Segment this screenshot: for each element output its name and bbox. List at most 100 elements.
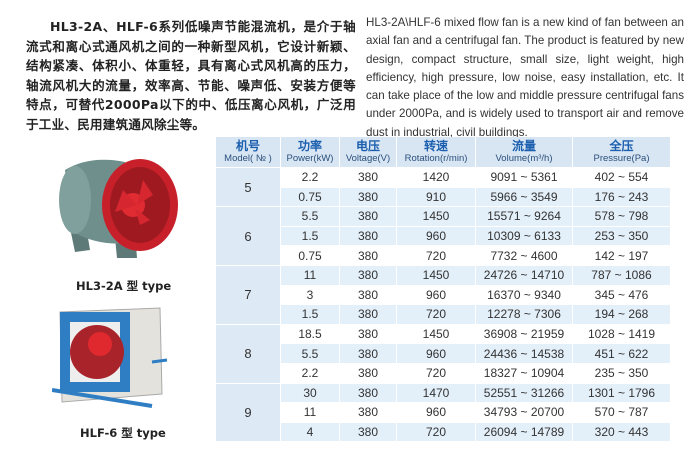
rotation-cell: 1450 bbox=[397, 265, 475, 285]
table-row: 11 380 960 34793 ~ 20700 570 ~ 787 bbox=[216, 403, 670, 422]
power-cell: 2.2 bbox=[281, 168, 339, 187]
header-cn: 全压 bbox=[609, 138, 634, 153]
rotation-cell: 1450 bbox=[397, 324, 475, 344]
pressure-cell: 345 ~ 476 bbox=[573, 285, 670, 305]
header-cn: 机号 bbox=[235, 138, 260, 153]
voltage-cell: 380 bbox=[340, 383, 396, 403]
hlf-6-caption: HLF-6 型 type bbox=[80, 426, 166, 440]
table-row: 4 380 720 26094 ~ 14789 320 ~ 443 bbox=[216, 422, 670, 442]
intro-chinese: HL3-2A、HLF-6系列低噪声节能混流机，是介于轴 流式和离心式通风机之间的… bbox=[26, 19, 356, 132]
voltage-cell: 380 bbox=[340, 363, 396, 383]
table-row: 8 18.5 380 1450 36908 ~ 21959 1028 ~ 1419 bbox=[216, 324, 670, 383]
power-cell: 5.5 bbox=[281, 207, 339, 226]
pressure-cell: 578 ~ 798 bbox=[573, 207, 670, 226]
rotation-cell: 1450 bbox=[397, 207, 475, 226]
volume-cell: 16370 ~ 9340 bbox=[476, 285, 572, 305]
volume-cell: 12278 ~ 7306 bbox=[476, 305, 572, 324]
model-cell: 9 bbox=[216, 383, 280, 442]
volume-cell: 7732 ~ 4600 bbox=[476, 246, 572, 265]
volume-cell: 52551 ~ 31266 bbox=[476, 383, 572, 403]
pressure-cell: 1028 ~ 1419 bbox=[573, 324, 670, 344]
volume-cell: 34793 ~ 20700 bbox=[476, 403, 572, 422]
rotation-cell: 960 bbox=[397, 344, 475, 363]
table-row: 1.5 380 720 12278 ~ 7306 194 ~ 268 bbox=[216, 305, 670, 324]
pressure-cell: 1301 ~ 1796 bbox=[573, 383, 670, 403]
volume-cell: 24436 ~ 14538 bbox=[476, 344, 572, 363]
power-cell: 3 bbox=[281, 285, 339, 305]
header-rotation: 转速 Rotation(r/min) bbox=[397, 137, 475, 167]
volume-cell: 9091 ~ 5361 bbox=[476, 168, 572, 187]
pressure-cell: 142 ~ 197 bbox=[573, 246, 670, 265]
power-cell: 18.5 bbox=[281, 324, 339, 344]
header-en: Pressure(Pa) bbox=[593, 152, 650, 164]
voltage-cell: 380 bbox=[340, 207, 396, 226]
rotation-cell: 1470 bbox=[397, 383, 475, 403]
table-row: 5.5 380 960 24436 ~ 14538 451 ~ 622 bbox=[216, 344, 670, 363]
model-cell: 6 bbox=[216, 207, 280, 265]
volume-cell: 15571 ~ 9264 bbox=[476, 207, 572, 226]
rotation-cell: 960 bbox=[397, 285, 475, 305]
power-cell: 11 bbox=[281, 265, 339, 285]
header-en: Rotation(r/min) bbox=[404, 152, 468, 164]
header-volume: 流量 Volume(m³/h) bbox=[476, 137, 572, 167]
rotation-cell: 1420 bbox=[397, 168, 475, 187]
header-cn: 功率 bbox=[297, 138, 322, 153]
header-en: Power(kW) bbox=[286, 152, 334, 164]
rotation-cell: 960 bbox=[397, 226, 475, 246]
voltage-cell: 380 bbox=[340, 403, 396, 422]
pressure-cell: 235 ~ 350 bbox=[573, 363, 670, 383]
pressure-cell: 320 ~ 443 bbox=[573, 422, 670, 442]
table-row: 0.75 380 910 5966 ~ 3549 176 ~ 243 bbox=[216, 187, 670, 207]
voltage-cell: 380 bbox=[340, 246, 396, 265]
table-row: 9 30 380 1470 52551 ~ 31266 1301 ~ 1796 bbox=[216, 383, 670, 442]
voltage-cell: 380 bbox=[340, 422, 396, 442]
header-en: Voltage(V) bbox=[345, 152, 391, 164]
power-cell: 5.5 bbox=[281, 344, 339, 363]
table-row: 2.2 380 720 18327 ~ 10904 235 ~ 350 bbox=[216, 363, 670, 383]
header-pressure: 全压 Pressure(Pa) bbox=[573, 137, 670, 167]
rotation-cell: 910 bbox=[397, 187, 475, 207]
rotation-cell: 960 bbox=[397, 403, 475, 422]
model-cell: 7 bbox=[216, 265, 280, 324]
volume-cell: 24726 ~ 14710 bbox=[476, 265, 572, 285]
table-row: 1.5 380 960 10309 ~ 6133 253 ~ 350 bbox=[216, 226, 670, 246]
model-cell: 8 bbox=[216, 324, 280, 383]
rotation-cell: 720 bbox=[397, 305, 475, 324]
rotation-cell: 720 bbox=[397, 422, 475, 442]
voltage-cell: 380 bbox=[340, 226, 396, 246]
power-cell: 11 bbox=[281, 403, 339, 422]
header-cn: 转速 bbox=[423, 138, 448, 153]
volume-cell: 26094 ~ 14789 bbox=[476, 422, 572, 442]
table-row: 5 2.2 380 1420 9091 ~ 5361 402 ~ 554 bbox=[216, 168, 670, 207]
table-body: 5 2.2 380 1420 9091 ~ 5361 402 ~ 554 0.75 380 91… bbox=[216, 168, 670, 442]
power-cell: 4 bbox=[281, 422, 339, 442]
pressure-cell: 194 ~ 268 bbox=[573, 305, 670, 324]
voltage-cell: 380 bbox=[340, 305, 396, 324]
pressure-cell: 570 ~ 787 bbox=[573, 403, 670, 422]
header-power: 功率 Power(kW) bbox=[281, 137, 339, 167]
header-voltage: 电压 Voltage(V) bbox=[340, 137, 396, 167]
pressure-cell: 787 ~ 1086 bbox=[573, 265, 670, 285]
header-cn: 电压 bbox=[355, 138, 380, 153]
header-en: Model( № ) bbox=[224, 152, 272, 164]
table-row: 3 380 960 16370 ~ 9340 345 ~ 476 bbox=[216, 285, 670, 305]
power-cell: 1.5 bbox=[281, 305, 339, 324]
voltage-cell: 380 bbox=[340, 285, 396, 305]
pressure-cell: 451 ~ 622 bbox=[573, 344, 670, 363]
pressure-cell: 253 ~ 350 bbox=[573, 226, 670, 246]
volume-cell: 5966 ~ 3549 bbox=[476, 187, 572, 207]
table-header: 机号 Model( № ) 功率 Power(kW) 电压 Voltage(V) 转速… bbox=[216, 137, 670, 167]
volume-cell: 18327 ~ 10904 bbox=[476, 363, 572, 383]
table-row: 6 5.5 380 1450 15571 ~ 9264 578 ~ 798 bbox=[216, 207, 670, 265]
pressure-cell: 402 ~ 554 bbox=[573, 168, 670, 187]
model-cell: 5 bbox=[216, 168, 280, 207]
power-cell: 2.2 bbox=[281, 363, 339, 383]
rotation-cell: 720 bbox=[397, 363, 475, 383]
rotation-cell: 720 bbox=[397, 246, 475, 265]
table-row: 0.75 380 720 7732 ~ 4600 142 ~ 197 bbox=[216, 246, 670, 265]
voltage-cell: 380 bbox=[340, 265, 396, 285]
header-model: 机号 Model( № ) bbox=[216, 137, 280, 167]
table-row: 7 11 380 1450 24726 ~ 14710 787 ~ 1086 bbox=[216, 265, 670, 324]
voltage-cell: 380 bbox=[340, 187, 396, 207]
